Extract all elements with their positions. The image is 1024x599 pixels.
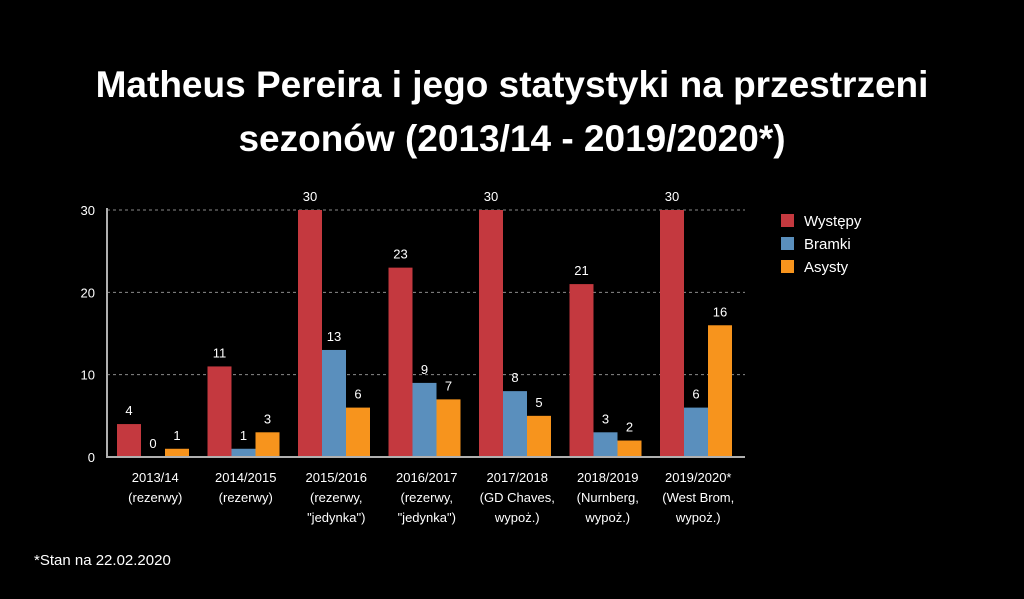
bar-bramki-1 (231, 448, 256, 457)
data-label-asysty-5: 2 (626, 420, 633, 435)
x-tick-label-3-2: "jedynka") (398, 510, 456, 525)
bar-występy-1 (207, 366, 232, 457)
bar-asysty-2 (346, 407, 370, 457)
x-tick-label-2-2: "jedynka") (307, 510, 365, 525)
x-tick-label-3-1: (rezerwy, (401, 490, 453, 505)
legend-label-bramki: Bramki (804, 236, 851, 253)
data-label-bramki-6: 6 (692, 387, 699, 402)
legend-label-występy: Występy (804, 213, 862, 230)
chart-title-line-2: sezonów (2013/14 - 2019/2020*) (238, 118, 786, 159)
bar-występy-6 (660, 210, 684, 457)
bar-asysty-5 (617, 440, 642, 457)
data-label-bramki-3: 9 (421, 362, 428, 377)
x-tick-label-5-2: wypoż.) (584, 510, 630, 525)
x-tick-label-3-0: 2016/2017 (396, 470, 457, 485)
data-label-bramki-2: 13 (327, 329, 341, 344)
data-label-występy-5: 21 (574, 263, 588, 278)
bar-bramki-2 (322, 349, 346, 457)
x-tick-label-0-0: 2013/14 (132, 470, 179, 485)
data-label-bramki-5: 3 (602, 411, 609, 426)
data-label-asysty-3: 7 (445, 378, 452, 393)
data-label-występy-6: 30 (665, 189, 679, 204)
bar-bramki-6 (684, 407, 708, 457)
x-tick-label-4-0: 2017/2018 (487, 470, 548, 485)
chart-title-line-1: Matheus Pereira i jego statystyki na prz… (95, 64, 929, 105)
bar-asysty-6 (708, 325, 732, 457)
bar-bramki-5 (593, 432, 618, 457)
x-tick-label-1-1: (rezerwy) (219, 490, 273, 505)
x-tick-label-6-0: 2019/2020* (665, 470, 732, 485)
data-label-asysty-4: 5 (535, 395, 542, 410)
data-label-asysty-6: 16 (713, 304, 727, 319)
legend-swatch-występy (781, 214, 794, 227)
x-tick-label-4-1: (GD Chaves, (480, 490, 555, 505)
x-tick-label-6-1: (West Brom, (662, 490, 734, 505)
legend-label-asysty: Asysty (804, 259, 849, 276)
y-tick-label-30: 30 (81, 203, 95, 218)
bar-występy-0 (117, 424, 141, 457)
footnote: *Stan na 22.02.2020 (34, 552, 171, 569)
y-tick-label-0: 0 (88, 450, 95, 465)
x-tick-label-6-2: wypoż.) (675, 510, 721, 525)
data-label-asysty-1: 3 (264, 411, 271, 426)
data-label-bramki-0: 0 (149, 436, 156, 451)
x-tick-label-1-0: 2014/2015 (215, 470, 276, 485)
bar-asysty-3 (436, 399, 461, 457)
data-label-bramki-4: 8 (511, 370, 518, 385)
x-tick-label-5-0: 2018/2019 (577, 470, 638, 485)
legend-swatch-asysty (781, 260, 794, 273)
x-tick-label-5-1: (Nurnberg, (577, 490, 639, 505)
x-tick-label-2-0: 2015/2016 (306, 470, 367, 485)
x-tick-label-4-2: wypoż.) (494, 510, 540, 525)
data-label-asysty-2: 6 (354, 387, 361, 402)
data-label-występy-3: 23 (393, 247, 407, 262)
data-label-występy-2: 30 (303, 189, 317, 204)
bar-asysty-1 (255, 432, 280, 457)
data-label-występy-4: 30 (484, 189, 498, 204)
data-label-bramki-1: 1 (240, 428, 247, 443)
x-tick-label-0-1: (rezerwy) (128, 490, 182, 505)
y-tick-label-10: 10 (81, 368, 95, 383)
bar-występy-2 (298, 210, 322, 457)
data-label-występy-1: 11 (213, 345, 227, 360)
bar-występy-4 (479, 210, 503, 457)
legend-swatch-bramki (781, 237, 794, 250)
bar-bramki-3 (412, 382, 437, 457)
bar-występy-5 (569, 284, 594, 457)
data-label-występy-0: 4 (125, 403, 132, 418)
bar-asysty-4 (527, 415, 551, 457)
x-tick-label-2-1: (rezerwy, (310, 490, 362, 505)
data-label-asysty-0: 1 (173, 428, 180, 443)
bar-bramki-4 (503, 391, 527, 457)
y-tick-label-20: 20 (81, 285, 95, 300)
bar-występy-3 (388, 267, 413, 457)
bar-asysty-0 (165, 448, 189, 457)
chart-title: Matheus Pereira i jego statystyki na prz… (0, 58, 1024, 166)
